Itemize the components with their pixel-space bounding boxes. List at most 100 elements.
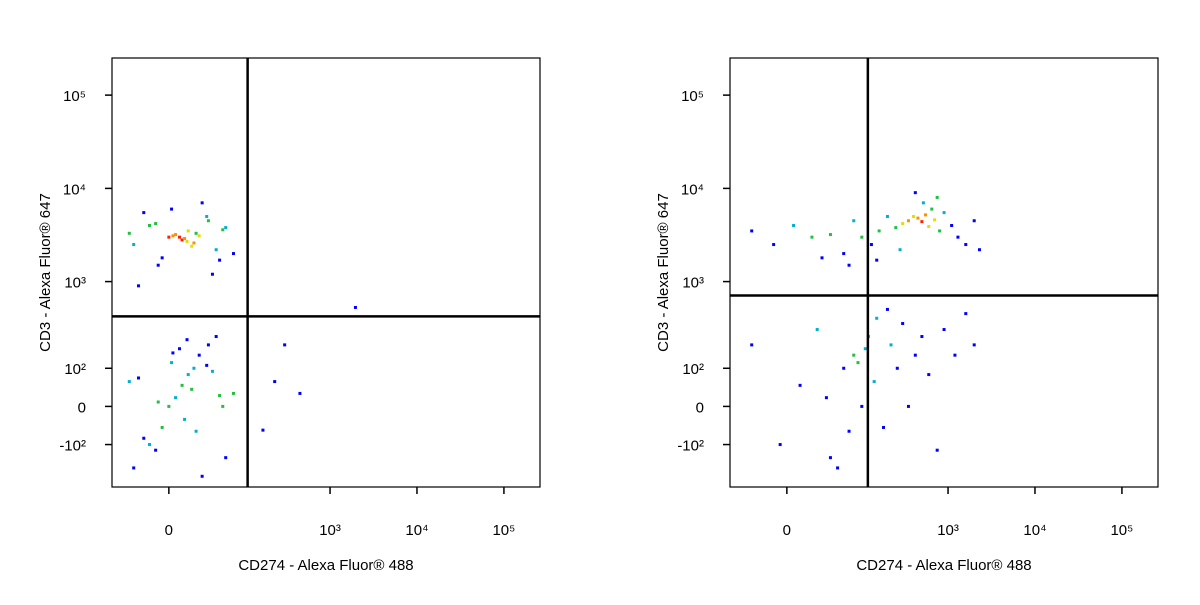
data-point xyxy=(214,248,218,252)
y-tick-label: 0 xyxy=(696,399,704,416)
data-point xyxy=(205,363,209,367)
data-point xyxy=(178,347,182,351)
data-point xyxy=(956,235,960,239)
data-point xyxy=(197,353,201,357)
data-point xyxy=(190,387,194,391)
data-point xyxy=(197,234,201,238)
plot: 0 10³ 10⁴ 10⁵ 10⁵ 10⁴ 10³ 10² 0 -10² CD274 - Alexa… xyxy=(655,57,1159,574)
data-point xyxy=(852,353,856,357)
x-tick-label: 10⁴ xyxy=(405,522,428,539)
data-point xyxy=(174,233,178,237)
y-tick-label: 10⁵ xyxy=(681,88,704,105)
data-point xyxy=(923,213,927,217)
x-tick-label: 10⁴ xyxy=(1023,522,1046,539)
data-point xyxy=(154,448,158,452)
y-axis-label: CD3 - Alexa Fluor® 647 xyxy=(655,193,672,352)
data-point xyxy=(898,248,902,252)
data-point xyxy=(921,201,925,205)
data-point xyxy=(170,207,174,211)
data-point xyxy=(261,428,265,432)
data-point xyxy=(913,353,917,357)
data-point xyxy=(171,351,175,355)
data-point xyxy=(972,219,976,223)
data-point xyxy=(842,252,846,256)
data-point xyxy=(190,244,194,248)
data-point xyxy=(901,322,905,326)
data-point xyxy=(877,229,881,233)
data-point xyxy=(856,361,860,365)
data-point xyxy=(224,226,228,230)
data-point xyxy=(221,404,225,408)
data-point xyxy=(186,229,190,233)
data-point xyxy=(913,191,917,195)
data-point xyxy=(210,369,214,373)
data-point xyxy=(185,338,189,342)
data-point xyxy=(977,248,981,252)
data-point xyxy=(206,343,210,347)
data-point xyxy=(137,284,141,288)
plot-frame xyxy=(111,57,541,488)
x-axis-label: CD274 - Alexa Fluor® 488 xyxy=(856,557,1031,574)
y-tick-label: -10² xyxy=(59,438,86,455)
data-point xyxy=(183,417,187,421)
data-point xyxy=(137,376,141,380)
data-point xyxy=(906,219,910,223)
data-point xyxy=(938,229,942,233)
data-point xyxy=(916,216,920,220)
data-point xyxy=(224,456,228,460)
data-point xyxy=(147,443,151,447)
data-point xyxy=(828,233,832,237)
y-tick-label: 10⁴ xyxy=(63,181,86,198)
plot: 0 10³ 10⁴ 10⁵ 10⁵ 10⁴ 10³ 10² 0 -10² CD274 - Alexa… xyxy=(37,57,541,574)
data-point xyxy=(778,443,782,447)
data-point xyxy=(927,225,931,229)
data-point xyxy=(180,238,184,242)
data-point xyxy=(901,222,905,226)
data-point xyxy=(127,231,131,235)
data-point xyxy=(872,380,876,384)
data-point xyxy=(127,380,131,384)
data-point xyxy=(750,229,754,233)
data-point xyxy=(171,234,175,238)
data-point xyxy=(869,243,873,247)
data-point xyxy=(214,335,218,339)
data-point xyxy=(206,219,210,223)
data-point xyxy=(160,256,164,260)
data-point xyxy=(185,239,189,243)
data-point xyxy=(933,218,937,222)
data-point xyxy=(935,448,939,452)
data-point xyxy=(895,366,899,370)
data-point xyxy=(875,316,879,320)
data-point xyxy=(205,214,209,218)
x-tick-label: 10³ xyxy=(319,522,341,539)
x-axis-label: CD274 - Alexa Fluor® 488 xyxy=(238,557,413,574)
y-tick-label: 10² xyxy=(682,361,704,378)
data-point xyxy=(927,373,931,377)
data-point xyxy=(964,312,968,316)
data-point xyxy=(132,243,136,247)
data-point xyxy=(156,263,160,267)
data-point xyxy=(218,258,222,262)
data-point xyxy=(935,195,939,199)
data-point xyxy=(178,235,182,239)
data-point xyxy=(885,307,889,311)
data-point xyxy=(847,263,851,267)
data-point xyxy=(183,237,187,241)
data-point xyxy=(353,305,357,309)
data-point xyxy=(218,394,222,398)
data-point xyxy=(160,425,164,429)
data-point xyxy=(810,235,814,239)
data-point xyxy=(798,383,802,387)
data-point xyxy=(860,235,864,239)
y-tick-label: 10² xyxy=(64,361,86,378)
data-point xyxy=(273,380,277,384)
data-point xyxy=(889,343,893,347)
data-point xyxy=(930,207,934,211)
data-point xyxy=(192,241,196,245)
data-point xyxy=(911,214,915,218)
data-point xyxy=(906,404,910,408)
data-point xyxy=(200,201,204,205)
